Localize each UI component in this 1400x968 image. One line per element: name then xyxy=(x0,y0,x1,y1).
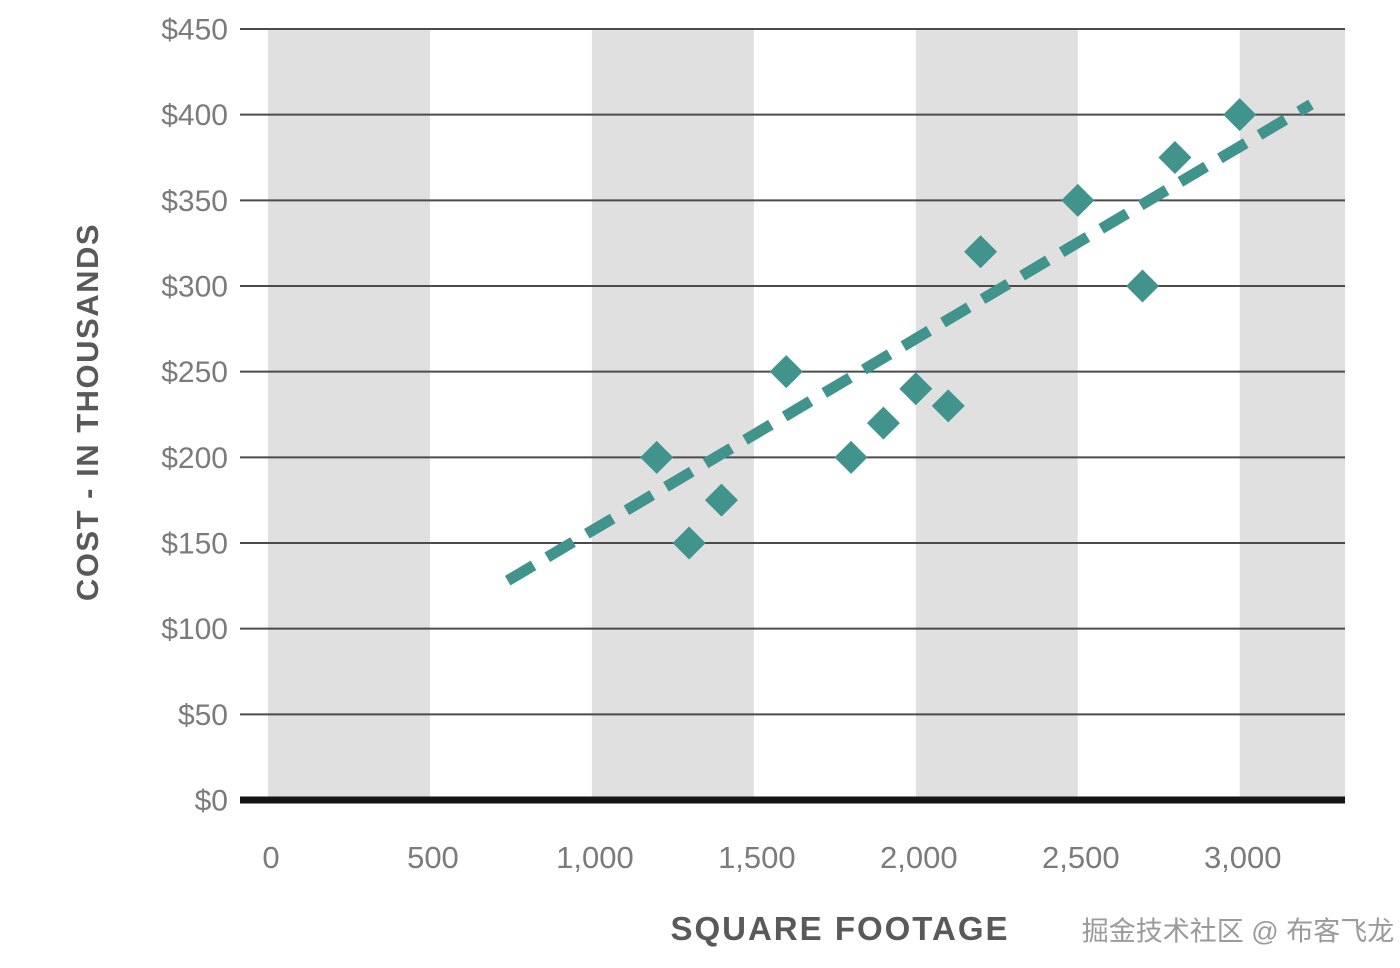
trend-line xyxy=(504,99,1314,586)
y-tick-label: $400 xyxy=(161,99,228,132)
y-tick-label: $0 xyxy=(195,785,228,818)
x-tick-label: 0 xyxy=(262,840,279,875)
x-tick-label: 500 xyxy=(407,840,459,875)
y-tick-label: $300 xyxy=(161,271,228,304)
data-point xyxy=(769,355,803,389)
plot-band xyxy=(268,29,430,800)
data-point xyxy=(899,372,933,406)
y-tick-label: $100 xyxy=(161,613,228,646)
data-point xyxy=(1126,269,1160,303)
data-point xyxy=(1158,141,1192,174)
x-tick-label: 1,500 xyxy=(718,840,796,875)
x-tick-label: 2,500 xyxy=(1042,840,1120,875)
data-point xyxy=(1223,98,1257,132)
watermark: 掘金技术社区 @ 布客飞龙 xyxy=(1081,916,1395,947)
plot-band xyxy=(915,29,1078,800)
y-tick-label: $200 xyxy=(161,442,228,475)
data-point xyxy=(866,406,900,440)
y-tick-label: $250 xyxy=(161,356,228,389)
x-tick-label: 2,000 xyxy=(880,840,958,875)
y-tick-label: $150 xyxy=(161,528,228,561)
plot-band xyxy=(1239,29,1345,800)
data-point xyxy=(1061,183,1095,217)
data-point xyxy=(964,235,998,269)
data-point xyxy=(672,526,706,560)
data-point xyxy=(640,440,674,474)
y-axis-title: COST - IN THOUSANDS xyxy=(70,222,105,602)
y-tick-label: $350 xyxy=(161,185,228,218)
y-tick-label: $50 xyxy=(178,699,228,732)
plot-band xyxy=(591,29,754,800)
x-tick-label: 3,000 xyxy=(1204,840,1282,875)
data-point xyxy=(834,440,868,474)
data-point xyxy=(931,389,965,423)
y-tick-label: $450 xyxy=(161,14,228,47)
data-point xyxy=(704,483,738,517)
x-axis-title: SQUARE FOOTAGE xyxy=(670,910,1010,947)
x-tick-label: 1,000 xyxy=(556,840,634,875)
